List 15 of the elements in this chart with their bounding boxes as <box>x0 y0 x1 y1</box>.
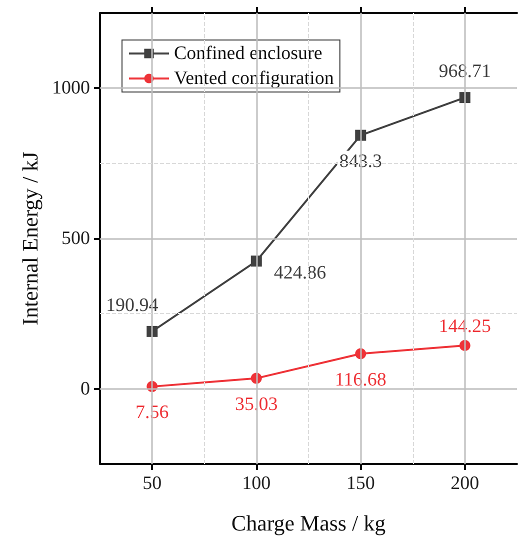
data-label: 190.94 <box>106 294 159 316</box>
y-tick-label: 0 <box>80 378 90 400</box>
y-axis-title: Internal Energy / kJ <box>18 151 43 326</box>
x-tick-label: 150 <box>346 473 375 494</box>
x-tick-label: 50 <box>142 473 162 494</box>
legend-label: Vented configuration <box>174 68 334 89</box>
y-tick-label: 500 <box>62 228 90 249</box>
data-label: 424.86 <box>274 262 326 284</box>
x-tick-label: 200 <box>450 473 480 494</box>
data-label: 35.03 <box>235 394 278 415</box>
data-label: 116.68 <box>334 369 386 390</box>
legend-label: Confined enclosure <box>174 43 322 64</box>
y-tick-label: 1000 <box>52 78 90 99</box>
x-tick-label: 100 <box>242 473 271 494</box>
x-axis-title: Charge Mass / kg <box>231 510 386 536</box>
